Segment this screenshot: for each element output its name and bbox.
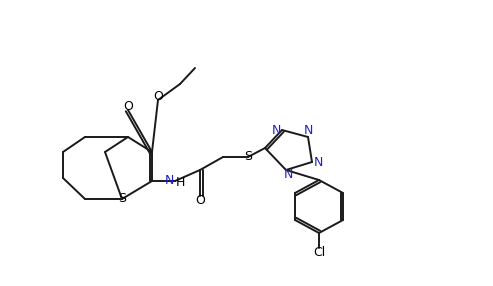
Text: H: H <box>176 176 185 190</box>
Text: O: O <box>123 100 133 114</box>
Text: O: O <box>195 194 205 208</box>
Text: N: N <box>271 124 281 136</box>
Text: N: N <box>283 168 293 182</box>
Text: Cl: Cl <box>313 247 325 259</box>
Text: N: N <box>164 174 174 188</box>
Text: S: S <box>244 150 252 164</box>
Text: N: N <box>314 156 323 168</box>
Text: N: N <box>303 124 313 138</box>
Text: O: O <box>153 90 163 104</box>
Text: S: S <box>118 192 126 206</box>
